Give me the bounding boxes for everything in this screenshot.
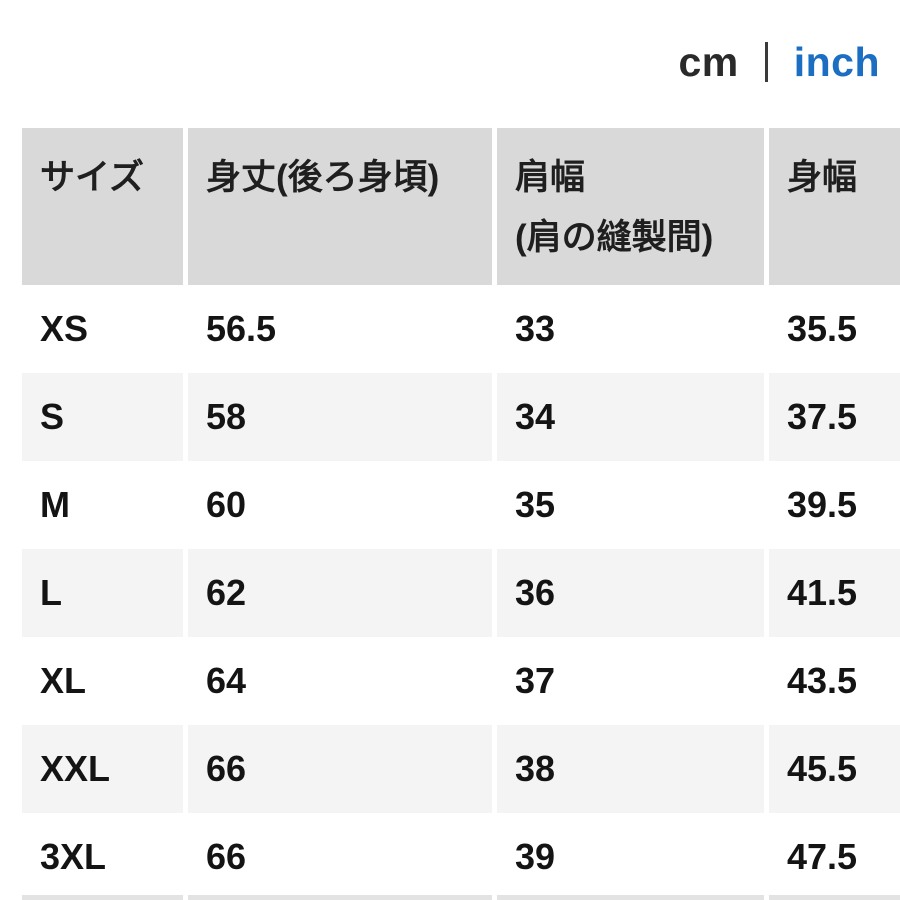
header-label: 肩幅 <box>515 158 586 197</box>
header-cell-body-length: 身丈(後ろ身頃) <box>188 128 492 285</box>
header-cell-shoulder-width: 肩幅 (肩の縫製間) <box>497 128 764 285</box>
header-cell-body-width: 身幅 <box>769 128 900 285</box>
header-sublabel: (肩の縫製間) <box>515 218 714 257</box>
header-cell-size: サイズ <box>22 128 183 285</box>
shoulder-width-value: 35 <box>497 461 764 549</box>
body-length-value: 64 <box>188 637 492 725</box>
size-label: XXL <box>22 725 183 813</box>
table-header-row: サイズ 身丈(後ろ身頃) 肩幅 (肩の縫製間) 身幅 <box>22 128 900 285</box>
cutoff-segment <box>497 895 764 900</box>
shoulder-width-value: 39 <box>497 813 764 900</box>
header-label: 身丈(後ろ身頃) <box>206 158 440 197</box>
unit-toggle-divider <box>764 42 768 82</box>
table-row-xxl: XXL 66 38 45.5 <box>22 725 900 813</box>
header-label: サイズ <box>40 158 144 197</box>
body-length-value: 60 <box>188 461 492 549</box>
size-label: S <box>22 373 183 461</box>
table-row-xs: XS 56.5 33 35.5 <box>22 285 900 373</box>
table-body: XS 56.5 33 35.5 S 58 34 37.5 M 60 35 39.… <box>22 285 900 900</box>
table-row-xl: XL 64 37 43.5 <box>22 637 900 725</box>
body-width-value: 35.5 <box>769 285 900 373</box>
body-width-value: 37.5 <box>769 373 900 461</box>
cutoff-segment <box>188 895 492 900</box>
cutoff-segment <box>22 895 183 900</box>
size-label: 3XL <box>22 813 183 900</box>
size-label: XS <box>22 285 183 373</box>
body-length-value: 62 <box>188 549 492 637</box>
body-length-value: 66 <box>188 813 492 900</box>
size-table: サイズ 身丈(後ろ身頃) 肩幅 (肩の縫製間) 身幅 XS 56.5 33 35… <box>22 128 900 900</box>
body-length-value: 56.5 <box>188 285 492 373</box>
unit-cm-button[interactable]: cm <box>678 36 738 88</box>
cutoff-segment <box>769 895 900 900</box>
body-width-value: 39.5 <box>769 461 900 549</box>
body-width-value: 45.5 <box>769 725 900 813</box>
header-label: 身幅 <box>787 158 858 197</box>
table-row-l: L 62 36 41.5 <box>22 549 900 637</box>
shoulder-width-value: 33 <box>497 285 764 373</box>
cutoff-next-row <box>22 895 900 900</box>
size-label: L <box>22 549 183 637</box>
shoulder-width-value: 36 <box>497 549 764 637</box>
unit-toggle: cm inch <box>678 36 880 88</box>
table-row-3xl: 3XL 66 39 47.5 <box>22 813 900 900</box>
body-length-value: 58 <box>188 373 492 461</box>
shoulder-width-value: 37 <box>497 637 764 725</box>
table-row-m: M 60 35 39.5 <box>22 461 900 549</box>
unit-inch-button[interactable]: inch <box>794 36 880 88</box>
body-length-value: 66 <box>188 725 492 813</box>
size-label: M <box>22 461 183 549</box>
table-row-s: S 58 34 37.5 <box>22 373 900 461</box>
body-width-value: 47.5 <box>769 813 900 900</box>
shoulder-width-value: 34 <box>497 373 764 461</box>
body-width-value: 41.5 <box>769 549 900 637</box>
size-label: XL <box>22 637 183 725</box>
body-width-value: 43.5 <box>769 637 900 725</box>
shoulder-width-value: 38 <box>497 725 764 813</box>
